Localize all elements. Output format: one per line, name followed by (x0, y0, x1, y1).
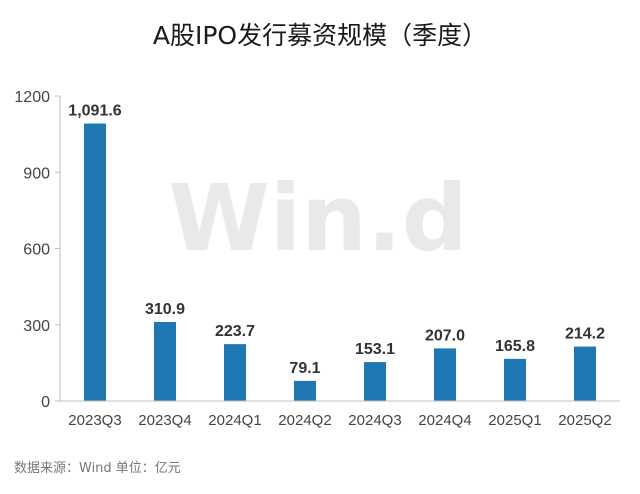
data-labels: 1,091.6 310.9 223.7 79.1 153.1 207.0 165.8 214.… (68, 103, 605, 377)
bar (504, 358, 526, 401)
x-tick-label: 2025Q2 (558, 412, 611, 429)
x-tick-label: 2024Q1 (208, 412, 261, 429)
x-tick-label: 2024Q2 (278, 412, 331, 429)
chart-title: A股IPO发行募资规模（季度） (153, 21, 487, 50)
data-label: 153.1 (355, 341, 395, 358)
x-axis: 2023Q3 2023Q4 2024Q1 2024Q2 2024Q3 2024Q4 2025… (60, 400, 620, 429)
x-tick-label: 2023Q3 (68, 412, 121, 429)
data-label: 207.0 (425, 327, 465, 344)
y-tick-label: 0 (41, 394, 50, 411)
data-label: 165.8 (495, 338, 535, 355)
bars (84, 123, 596, 401)
bar (434, 348, 456, 401)
y-tick-label: 600 (23, 242, 50, 259)
data-label: 310.9 (145, 301, 185, 318)
bar (224, 344, 246, 401)
bar (574, 346, 596, 401)
x-tick-label: 2025Q1 (488, 412, 541, 429)
bar (364, 362, 386, 401)
y-tick-label: 1200 (14, 89, 50, 106)
source-note: 数据来源：Wind 单位：亿元 (14, 461, 181, 476)
data-label: 1,091.6 (68, 103, 121, 120)
data-label: 79.1 (289, 360, 320, 377)
y-tick-label: 300 (23, 318, 50, 335)
x-tick-label: 2024Q4 (418, 412, 471, 429)
data-label: 214.2 (565, 326, 605, 343)
bar (154, 321, 176, 401)
watermark: Win.d (168, 165, 467, 272)
x-tick-label: 2024Q3 (348, 412, 401, 429)
y-axis: 0 300 600 900 1200 (14, 89, 61, 411)
bar (84, 123, 106, 401)
x-tick-label: 2023Q4 (138, 412, 191, 429)
bar (294, 380, 316, 401)
y-tick-label: 900 (23, 165, 50, 182)
data-label: 223.7 (215, 323, 255, 340)
